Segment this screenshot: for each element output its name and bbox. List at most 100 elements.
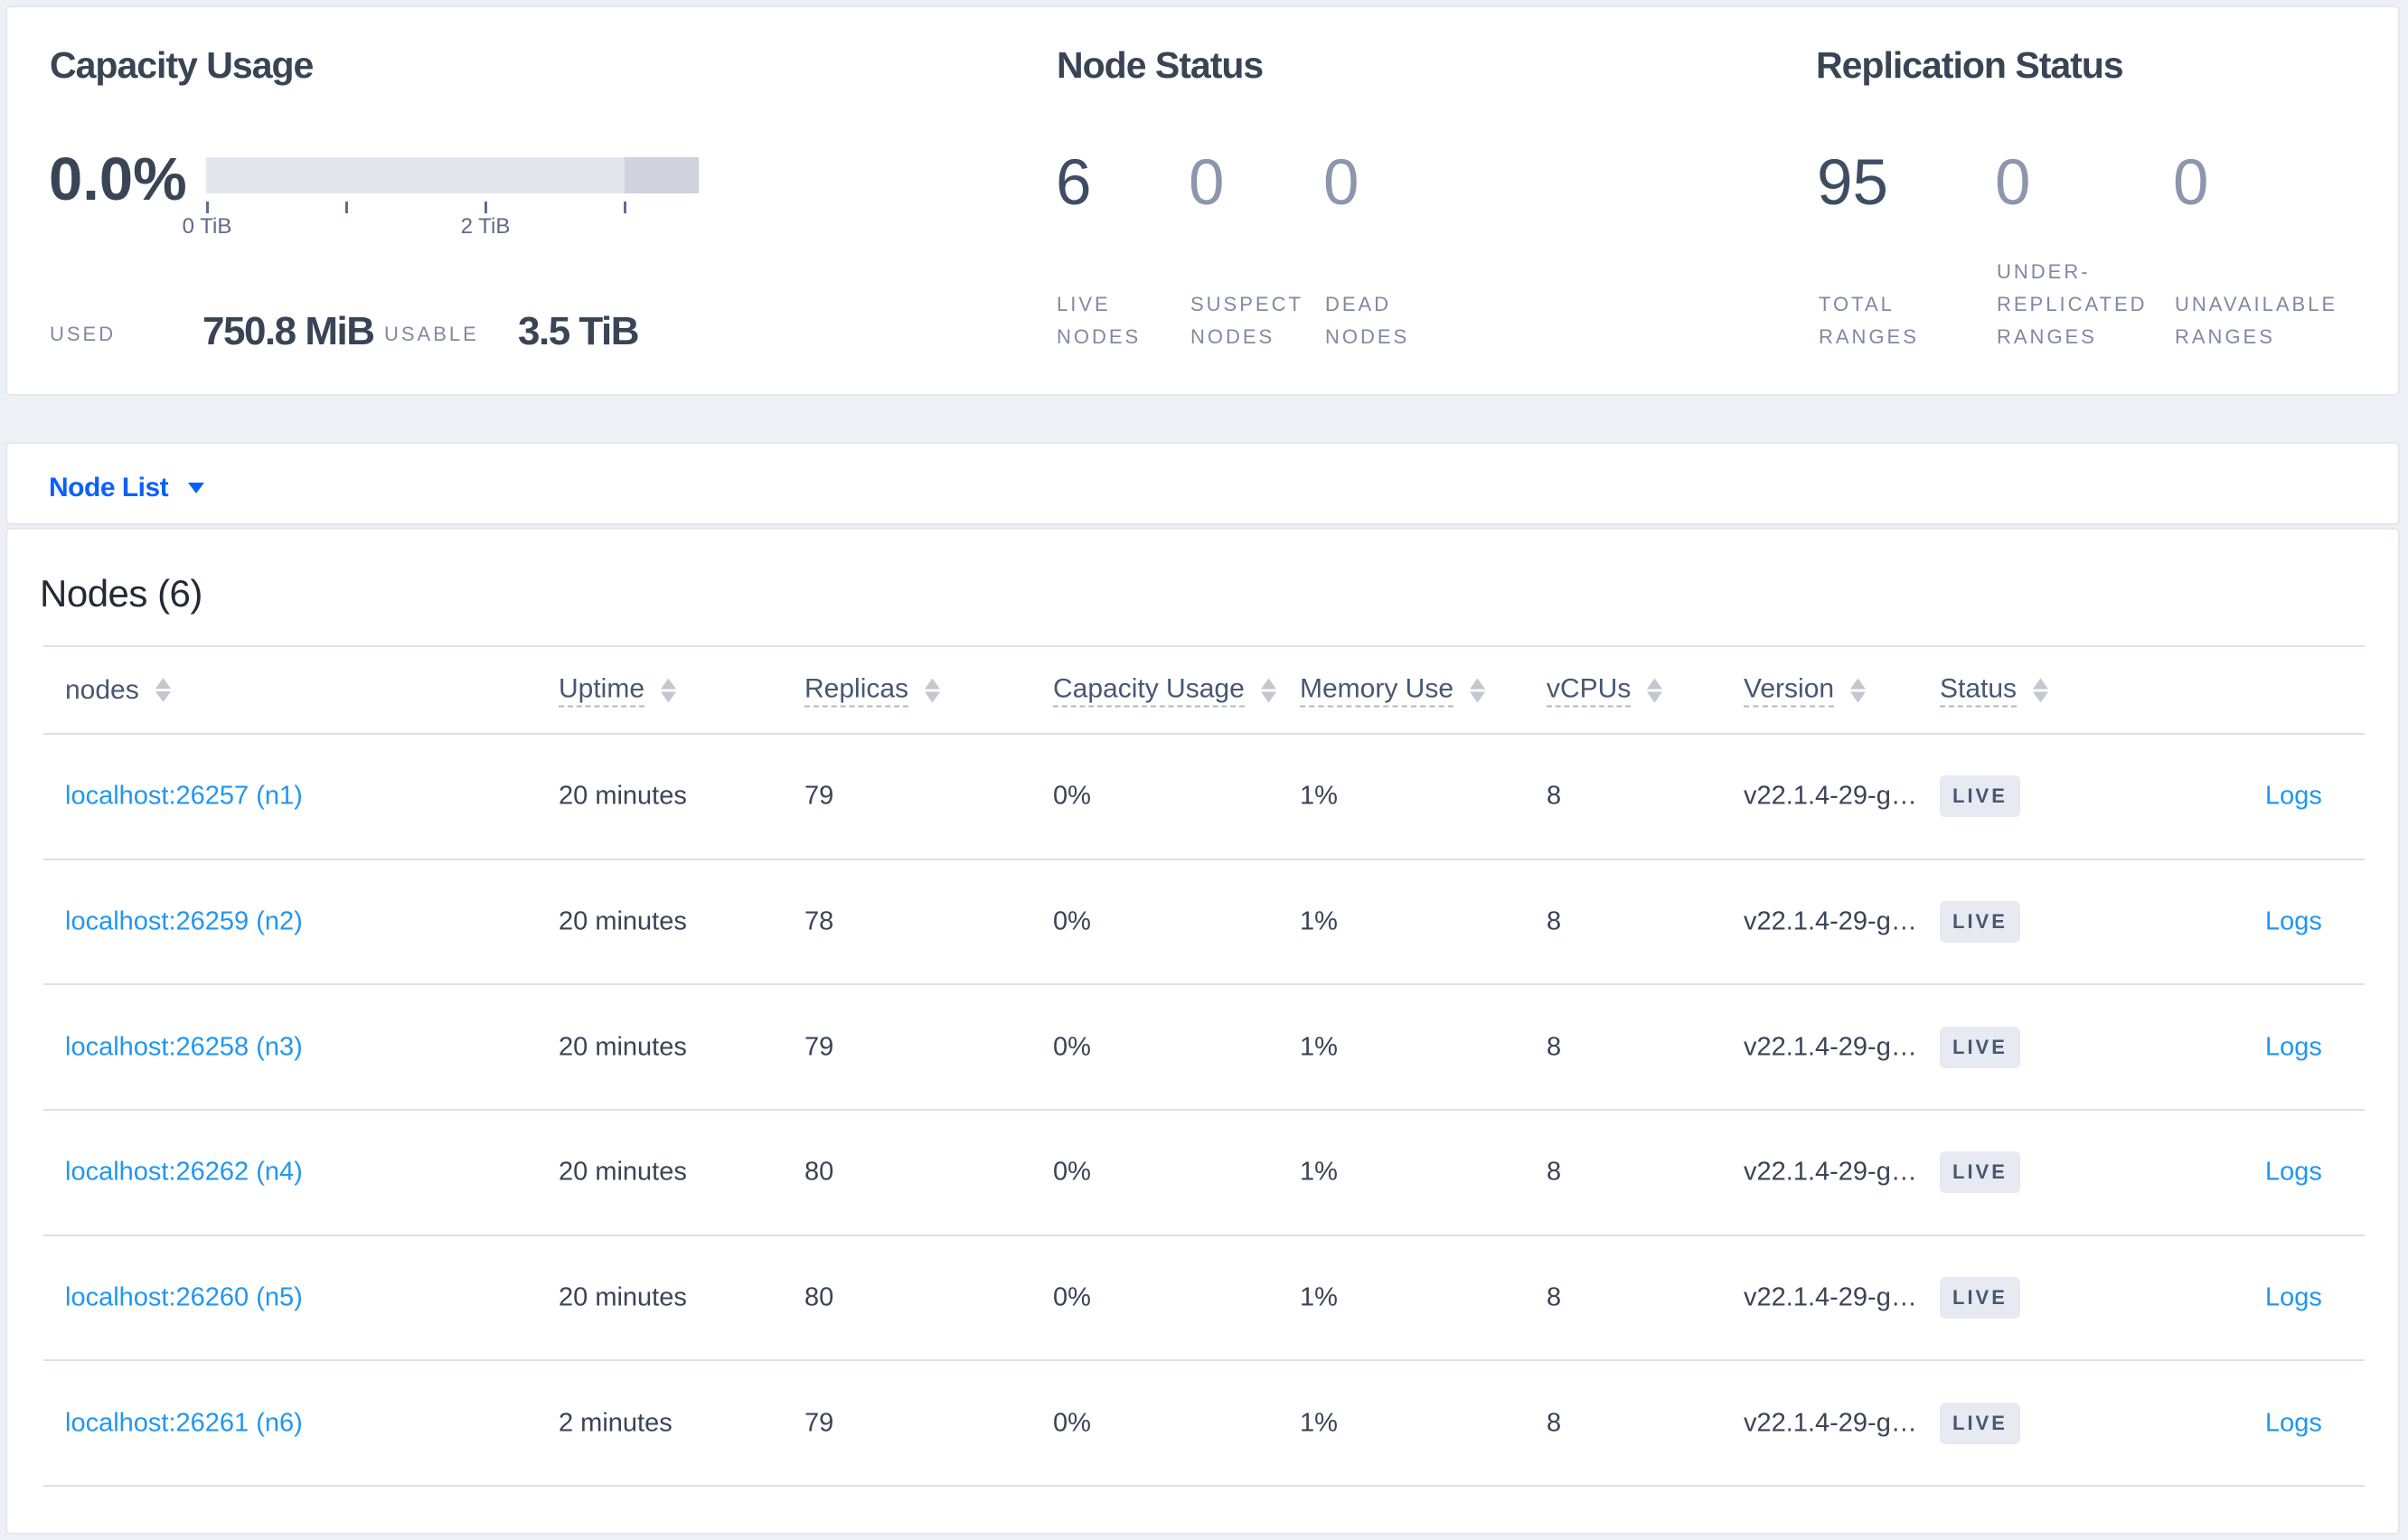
node-link-n1[interactable]: localhost:26257 (n1) xyxy=(65,781,303,811)
logs-link-n3[interactable]: Logs xyxy=(2265,1032,2322,1062)
capacity-axis-label-0: 0 TiB xyxy=(182,214,232,239)
logs-link-n1[interactable]: Logs xyxy=(2265,781,2322,811)
node-link-n5[interactable]: localhost:26260 (n5) xyxy=(65,1282,303,1312)
table-row-n1: localhost:26257 (n1) 20 minutes 79 0% 1%… xyxy=(43,735,2365,860)
capacity-axis-tick xyxy=(206,202,209,213)
sort-icon xyxy=(1647,678,1663,702)
version-cell: v22.1.4-29-g… xyxy=(1744,1032,1917,1062)
chevron-down-icon xyxy=(188,482,205,493)
replicas-cell: 79 xyxy=(804,781,834,811)
uptime-cell: 20 minutes xyxy=(559,1157,687,1187)
capacity-used-value: 750.8 MiB xyxy=(202,309,375,353)
vcpus-cell: 8 xyxy=(1547,1032,1562,1062)
column-header-version[interactable]: Version xyxy=(1744,673,1867,707)
status-badge: LIVE xyxy=(1940,901,2020,944)
column-header-nodes[interactable]: nodes xyxy=(65,675,171,706)
replicas-cell: 78 xyxy=(804,906,834,936)
uptime-cell: 20 minutes xyxy=(559,781,687,811)
logs-cell: Logs xyxy=(2265,782,2322,812)
status-cell: LIVE xyxy=(1940,775,2020,818)
node-list-bar: Node List xyxy=(5,442,2400,525)
node-list-dropdown-label: Node List xyxy=(49,472,169,502)
capacity-cell: 0% xyxy=(1053,1282,1091,1312)
node-address-cell: localhost:26260 (n5) xyxy=(65,1283,303,1313)
memory-cell: 1% xyxy=(1300,1157,1338,1187)
table-row-n2: localhost:26259 (n2) 20 minutes 78 0% 1%… xyxy=(43,860,2365,986)
live-nodes-count: 6 xyxy=(1056,147,1092,219)
node-link-n3[interactable]: localhost:26258 (n3) xyxy=(65,1032,303,1062)
vcpus-cell: 8 xyxy=(1547,906,1562,936)
version-cell: v22.1.4-29-g… xyxy=(1744,1157,1917,1187)
capacity-cell: 0% xyxy=(1053,906,1091,936)
under-replicated-ranges-count: 0 xyxy=(1995,147,2031,219)
node-address-cell: localhost:26262 (n4) xyxy=(65,1158,303,1188)
uptime-cell: 20 minutes xyxy=(559,1032,687,1062)
nodes-table-card: Nodes (6) nodes Uptime Replicas Capacity… xyxy=(5,528,2400,1535)
status-cell: LIVE xyxy=(1940,1151,2020,1194)
capacity-used-label: USED xyxy=(50,323,117,345)
cluster-summary-card: Capacity Usage 0.0% 0 TiB 2 TiB USED 750… xyxy=(5,5,2400,396)
status-cell: LIVE xyxy=(1940,1026,2020,1068)
sort-icon xyxy=(1260,678,1276,702)
suspect-nodes-count: 0 xyxy=(1189,147,1225,219)
unavailable-ranges-count: 0 xyxy=(2173,147,2209,219)
status-cell: LIVE xyxy=(1940,1277,2020,1319)
status-badge: LIVE xyxy=(1940,1151,2020,1194)
sort-icon xyxy=(925,678,941,702)
node-link-n2[interactable]: localhost:26259 (n2) xyxy=(65,906,303,936)
capacity-axis-tick xyxy=(484,202,487,213)
column-header-capacity-usage[interactable]: Capacity Usage xyxy=(1053,673,1276,707)
sort-icon xyxy=(155,678,171,702)
vcpus-cell: 8 xyxy=(1547,781,1562,811)
suspect-nodes-label: SUSPECT NODES xyxy=(1190,293,1303,348)
sort-icon xyxy=(2033,678,2049,702)
sort-icon xyxy=(1850,678,1867,702)
vcpus-cell: 8 xyxy=(1547,1157,1562,1187)
memory-cell: 1% xyxy=(1300,1408,1338,1438)
uptime-cell: 20 minutes xyxy=(559,906,687,936)
live-nodes-label: LIVE NODES xyxy=(1057,293,1142,348)
vcpus-cell: 8 xyxy=(1547,1282,1562,1312)
unavailable-ranges-label: UNAVAILABLE RANGES xyxy=(2175,293,2338,348)
capacity-usage-bar-tail xyxy=(625,157,699,193)
node-link-n6[interactable]: localhost:26261 (n6) xyxy=(65,1408,303,1438)
capacity-usage-bar xyxy=(206,157,699,193)
status-badge: LIVE xyxy=(1940,1277,2020,1319)
logs-link-n5[interactable]: Logs xyxy=(2265,1282,2322,1312)
status-badge: LIVE xyxy=(1940,1026,2020,1068)
node-list-dropdown[interactable]: Node List xyxy=(49,444,205,523)
column-header-memory-use[interactable]: Memory Use xyxy=(1300,673,1486,707)
sort-icon xyxy=(661,678,677,702)
capacity-usable-value: 3.5 TiB xyxy=(518,309,639,353)
column-header-uptime[interactable]: Uptime xyxy=(559,673,677,707)
status-badge: LIVE xyxy=(1940,1402,2020,1444)
column-header-status[interactable]: Status xyxy=(1940,673,2049,707)
replication-status-title: Replication Status xyxy=(1816,44,2124,86)
node-address-cell: localhost:26257 (n1) xyxy=(65,782,303,812)
capacity-usable-label: USABLE xyxy=(384,323,479,345)
node-address-cell: localhost:26258 (n3) xyxy=(65,1032,303,1062)
column-header-replicas[interactable]: Replicas xyxy=(804,673,941,707)
logs-cell: Logs xyxy=(2265,907,2322,937)
vcpus-cell: 8 xyxy=(1547,1408,1562,1438)
logs-link-n6[interactable]: Logs xyxy=(2265,1408,2322,1438)
node-status-title: Node Status xyxy=(1057,44,1264,86)
capacity-cell: 0% xyxy=(1053,781,1091,811)
node-address-cell: localhost:26259 (n2) xyxy=(65,907,303,937)
uptime-cell: 20 minutes xyxy=(559,1282,687,1312)
under-replicated-ranges-label: UNDER-REPLICATED RANGES xyxy=(1997,260,2148,348)
nodes-heading: Nodes (6) xyxy=(40,572,202,615)
memory-cell: 1% xyxy=(1300,1282,1338,1312)
logs-link-n2[interactable]: Logs xyxy=(2265,906,2322,936)
memory-cell: 1% xyxy=(1300,781,1338,811)
status-cell: LIVE xyxy=(1940,901,2020,944)
nodes-table: nodes Uptime Replicas Capacity Usage Mem… xyxy=(43,645,2365,1488)
table-row-n6: localhost:26261 (n6) 2 minutes 79 0% 1% … xyxy=(43,1361,2365,1488)
logs-link-n4[interactable]: Logs xyxy=(2265,1157,2322,1187)
node-link-n4[interactable]: localhost:26262 (n4) xyxy=(65,1157,303,1187)
capacity-usage-title: Capacity Usage xyxy=(50,44,314,86)
memory-cell: 1% xyxy=(1300,906,1338,936)
capacity-axis-tick xyxy=(624,202,626,213)
column-header-vcpus[interactable]: vCPUs xyxy=(1547,673,1663,707)
version-cell: v22.1.4-29-g… xyxy=(1744,906,1917,936)
